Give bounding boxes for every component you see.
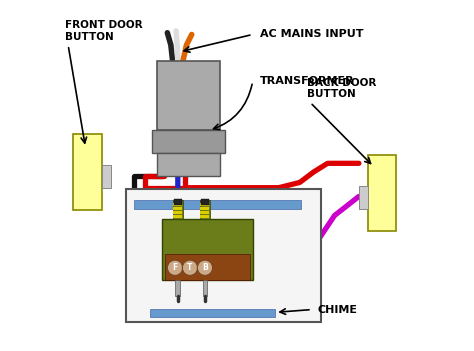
Text: B: B [202, 263, 208, 272]
FancyBboxPatch shape [73, 134, 102, 210]
FancyBboxPatch shape [201, 203, 210, 206]
FancyBboxPatch shape [164, 254, 250, 280]
FancyBboxPatch shape [202, 280, 208, 296]
FancyBboxPatch shape [162, 219, 253, 280]
FancyBboxPatch shape [173, 211, 182, 214]
Text: T: T [187, 263, 192, 272]
FancyBboxPatch shape [173, 199, 182, 205]
FancyBboxPatch shape [173, 203, 182, 206]
FancyBboxPatch shape [200, 200, 210, 219]
Text: F: F [173, 263, 178, 272]
FancyBboxPatch shape [201, 199, 209, 205]
FancyBboxPatch shape [152, 130, 225, 153]
FancyBboxPatch shape [201, 211, 210, 214]
FancyBboxPatch shape [201, 215, 210, 218]
Text: TRANSFORMER: TRANSFORMER [260, 77, 354, 86]
Circle shape [197, 260, 213, 276]
Circle shape [182, 260, 198, 276]
FancyBboxPatch shape [157, 61, 219, 130]
FancyBboxPatch shape [359, 186, 367, 208]
FancyBboxPatch shape [173, 215, 182, 218]
FancyBboxPatch shape [201, 207, 210, 210]
FancyBboxPatch shape [134, 199, 301, 208]
FancyBboxPatch shape [173, 207, 182, 210]
Text: FRONT DOOR
BUTTON: FRONT DOOR BUTTON [64, 20, 142, 42]
Text: AC MAINS INPUT: AC MAINS INPUT [260, 29, 363, 39]
FancyBboxPatch shape [173, 200, 182, 219]
FancyBboxPatch shape [157, 153, 219, 176]
FancyBboxPatch shape [150, 309, 275, 317]
FancyBboxPatch shape [102, 165, 110, 188]
FancyBboxPatch shape [126, 190, 320, 322]
Text: BACK DOOR
BUTTON: BACK DOOR BUTTON [307, 78, 376, 99]
FancyBboxPatch shape [175, 280, 180, 296]
Text: CHIME: CHIME [317, 305, 357, 314]
Circle shape [167, 260, 182, 276]
FancyBboxPatch shape [367, 154, 396, 231]
